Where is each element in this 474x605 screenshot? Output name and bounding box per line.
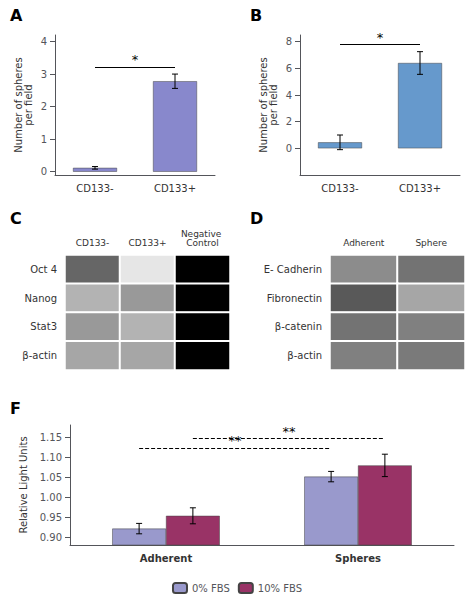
svg-text:CD133-: CD133- <box>321 183 359 194</box>
svg-text:10% FBS: 10% FBS <box>258 583 302 594</box>
svg-text:1: 1 <box>41 134 47 145</box>
svg-text:2: 2 <box>41 101 47 112</box>
svg-text:C: C <box>10 209 22 228</box>
svg-text:per field: per field <box>268 84 279 125</box>
svg-text:Stat3: Stat3 <box>30 321 57 332</box>
svg-text:Negative: Negative <box>180 228 225 239</box>
svg-text:*: * <box>377 30 384 45</box>
svg-text:2: 2 <box>286 116 292 127</box>
svg-text:1.05: 1.05 <box>40 472 62 483</box>
svg-text:D: D <box>250 209 263 228</box>
svg-text:β-actin: β-actin <box>287 350 322 361</box>
svg-text:β-catenin: β-catenin <box>275 321 322 332</box>
svg-text:Number of spheres: Number of spheres <box>12 57 24 153</box>
svg-text:4: 4 <box>286 90 292 101</box>
svg-text:B: B <box>250 6 262 25</box>
svg-text:F: F <box>10 399 21 418</box>
svg-text:3: 3 <box>41 69 47 80</box>
svg-text:Adherent: Adherent <box>343 238 385 248</box>
svg-text:per field: per field <box>23 84 34 125</box>
svg-text:0: 0 <box>286 143 292 154</box>
svg-text:0: 0 <box>41 166 47 177</box>
svg-text:1.10: 1.10 <box>40 452 62 463</box>
svg-text:**: ** <box>229 433 243 448</box>
svg-text:6: 6 <box>286 63 292 74</box>
svg-text:8: 8 <box>286 36 292 47</box>
svg-text:CD133-: CD133- <box>76 183 114 194</box>
svg-text:CD133+: CD133+ <box>129 238 167 248</box>
svg-text:0.95: 0.95 <box>40 512 62 523</box>
svg-text:Adherent: Adherent <box>140 553 193 564</box>
svg-text:0.90: 0.90 <box>40 532 62 543</box>
svg-text:Control: Control <box>186 238 219 248</box>
svg-text:Spheres: Spheres <box>335 553 381 564</box>
svg-text:A: A <box>10 6 23 25</box>
svg-text:CD133+: CD133+ <box>154 183 196 194</box>
svg-text:**: ** <box>282 424 296 439</box>
svg-text:Fibronectin: Fibronectin <box>267 293 322 304</box>
svg-text:1.00: 1.00 <box>40 492 62 503</box>
svg-text:CD133-: CD133- <box>76 238 110 248</box>
svg-text:Sphere: Sphere <box>415 238 447 248</box>
svg-text:Nanog: Nanog <box>25 293 57 304</box>
svg-text:*: * <box>132 52 139 67</box>
svg-text:Oct 4: Oct 4 <box>30 264 57 275</box>
svg-text:Relative Light Units: Relative Light Units <box>18 436 29 533</box>
svg-text:CD133+: CD133+ <box>399 183 441 194</box>
svg-text:Number of spheres: Number of spheres <box>257 57 269 153</box>
svg-text:E- Cadherin: E- Cadherin <box>264 264 322 275</box>
svg-text:β-actin: β-actin <box>22 350 57 361</box>
svg-text:1.15: 1.15 <box>40 432 62 443</box>
svg-text:0% FBS: 0% FBS <box>192 583 230 594</box>
svg-text:4: 4 <box>41 36 47 47</box>
